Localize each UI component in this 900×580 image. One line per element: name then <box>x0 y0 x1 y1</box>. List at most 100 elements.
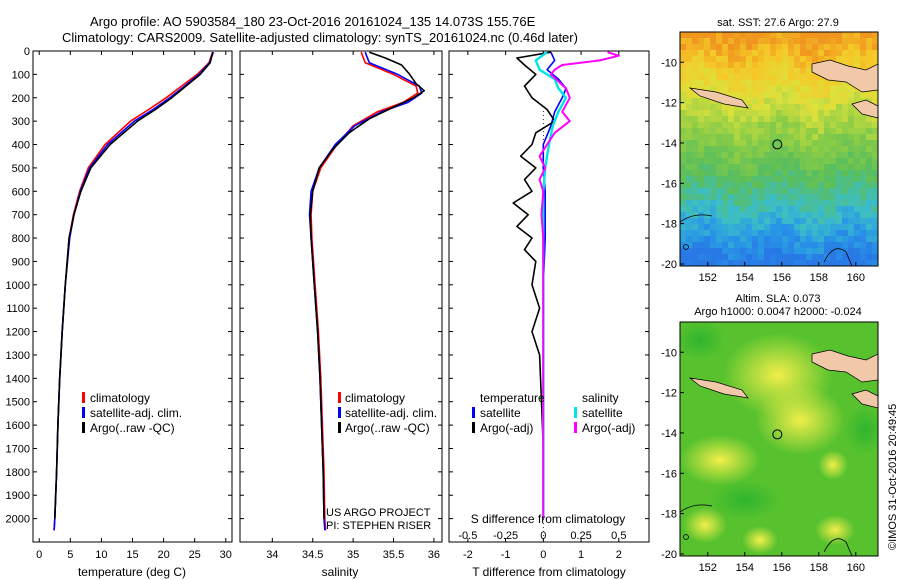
sst-cell <box>704 176 710 182</box>
sst-cell <box>680 50 686 56</box>
sst-cell <box>848 200 854 206</box>
sst-cell <box>680 176 686 182</box>
sst-cell <box>698 134 704 140</box>
sst-cell <box>722 50 728 56</box>
sst-cell <box>722 212 728 218</box>
sst-cell <box>848 140 854 146</box>
sst-cell <box>860 188 866 194</box>
sst-cell <box>788 86 794 92</box>
legend-label-satellite: satellite-adj. clim. <box>90 406 182 420</box>
sst-cell <box>686 62 692 68</box>
sst-cell <box>692 80 698 86</box>
sst-cell <box>794 128 800 134</box>
sst-cell <box>704 86 710 92</box>
sst-cell <box>752 86 758 92</box>
sst-cell <box>680 218 686 224</box>
map-y-tick-label: -18 <box>661 219 677 231</box>
sst-cell <box>806 44 812 50</box>
sst-cell <box>686 80 692 86</box>
sst-cell <box>800 254 806 260</box>
sst-cell <box>842 218 848 224</box>
sst-cell <box>752 110 758 116</box>
sst-cell <box>824 188 830 194</box>
sst-cell <box>740 188 746 194</box>
sst-cell <box>716 104 722 110</box>
sst-cell <box>704 128 710 134</box>
sst-cell <box>824 200 830 206</box>
legend-swatch-argo <box>82 422 85 433</box>
sst-cell <box>752 242 758 248</box>
sst-cell <box>764 56 770 62</box>
sst-cell <box>734 122 740 128</box>
sst-cell <box>764 242 770 248</box>
sst-cell <box>746 194 752 200</box>
sst-cell <box>818 44 824 50</box>
sst-cell <box>764 134 770 140</box>
sst-cell <box>776 194 782 200</box>
sst-cell <box>722 68 728 74</box>
sst-cell <box>698 194 704 200</box>
sst-cell <box>686 56 692 62</box>
sst-cell <box>812 80 818 86</box>
sst-cell <box>866 194 872 200</box>
sst-cell <box>842 116 848 122</box>
sst-cell <box>806 248 812 254</box>
legend-label-argo: Argo(..raw -QC) <box>345 421 430 435</box>
sst-cell <box>782 224 788 230</box>
sst-cell <box>854 206 860 212</box>
sst-cell <box>860 146 866 152</box>
sst-cell <box>812 242 818 248</box>
y-tick-label: 1900 <box>6 490 30 502</box>
sst-cell <box>680 170 686 176</box>
sst-cell <box>680 98 686 104</box>
sst-cell <box>872 44 878 50</box>
sst-cell <box>836 92 842 98</box>
sst-cell <box>806 56 812 62</box>
sst-cell <box>782 62 788 68</box>
sst-cell <box>710 236 716 242</box>
sst-cell <box>794 236 800 242</box>
sst-cell <box>698 38 704 44</box>
sst-cell <box>836 86 842 92</box>
y-tick-label: 2000 <box>6 514 30 526</box>
sst-cell <box>740 134 746 140</box>
sst-cell <box>734 248 740 254</box>
sst-cell <box>782 146 788 152</box>
sst-cell <box>698 56 704 62</box>
sst-cell <box>698 86 704 92</box>
sst-cell <box>734 218 740 224</box>
sst-cell <box>716 128 722 134</box>
sst-cell <box>788 68 794 74</box>
sst-cell <box>830 194 836 200</box>
sst-cell <box>782 134 788 140</box>
sst-cell <box>854 188 860 194</box>
sst-cell <box>704 260 710 266</box>
x-tick-label: 20 <box>157 549 169 561</box>
sst-cell <box>746 248 752 254</box>
sst-cell <box>716 62 722 68</box>
sst-cell <box>686 38 692 44</box>
sst-cell <box>752 218 758 224</box>
sst-cell <box>710 32 716 38</box>
sst-cell <box>854 254 860 260</box>
sst-cell <box>734 104 740 110</box>
x-tick-label: 35.5 <box>383 549 404 561</box>
map-x-tick-label: 158 <box>810 272 828 284</box>
sst-contour <box>823 248 853 266</box>
sst-cell <box>848 86 854 92</box>
sst-cell <box>794 152 800 158</box>
sst-cell <box>752 104 758 110</box>
sst-cell <box>692 38 698 44</box>
sst-cell <box>800 56 806 62</box>
sst-cell <box>806 170 812 176</box>
sst-cell <box>812 74 818 80</box>
sst-cell <box>860 254 866 260</box>
sst-cell <box>758 158 764 164</box>
sst-cell <box>794 248 800 254</box>
sst-cell <box>692 122 698 128</box>
sst-cell <box>818 128 824 134</box>
sst-cell <box>782 194 788 200</box>
sst-cell <box>728 56 734 62</box>
sst-cell <box>812 104 818 110</box>
sst-cell <box>704 44 710 50</box>
